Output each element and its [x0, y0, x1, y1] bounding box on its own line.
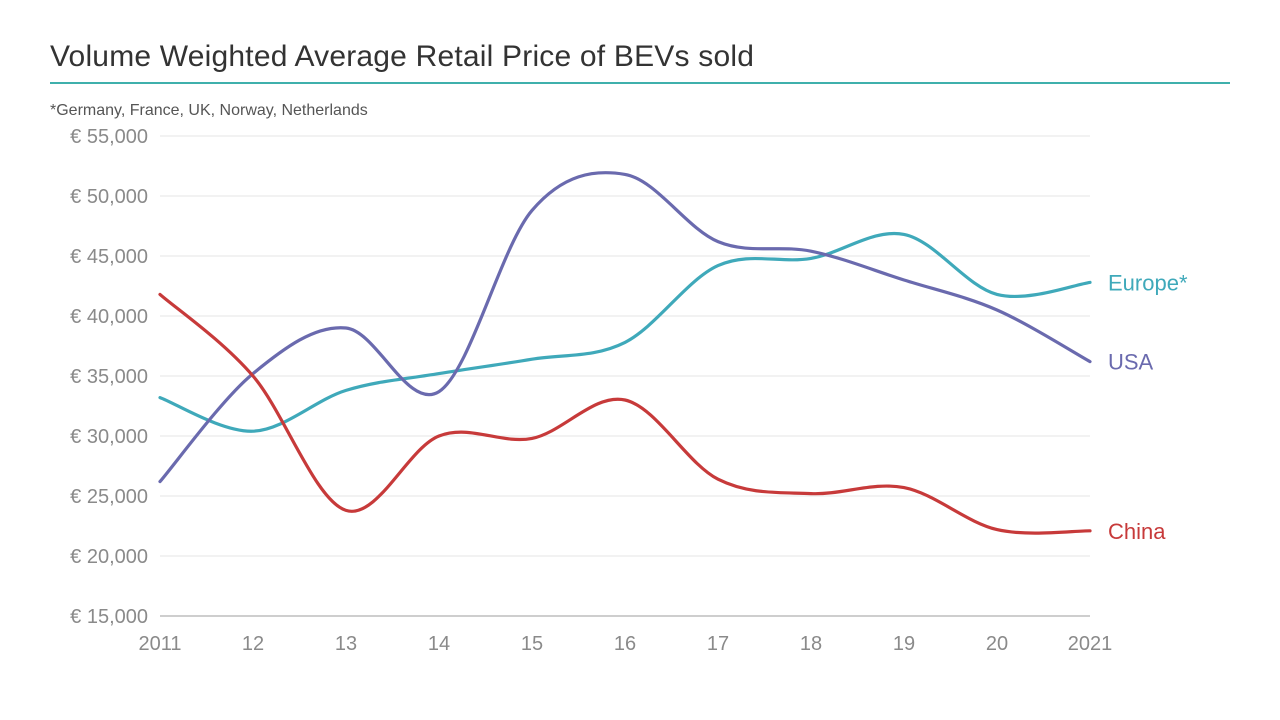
x-tick-label: 16 — [614, 633, 636, 655]
chart-container: Volume Weighted Average Retail Price of … — [0, 0, 1280, 720]
chart-plot-area: € 15,000 € 20,000 € 25,000 € 30,000 € 35,000… — [50, 126, 1230, 686]
series-label-china: China — [1108, 519, 1166, 544]
series-label-europe: Europe* — [1108, 270, 1188, 295]
x-tick-label: 14 — [428, 633, 450, 655]
x-ticks: 2011 12 13 14 15 16 17 18 19 20 2021 — [138, 633, 1112, 655]
series-group — [160, 173, 1090, 533]
y-tick-label: € 20,000 — [70, 546, 148, 568]
x-tick-label: 17 — [707, 633, 729, 655]
chart-title: Volume Weighted Average Retail Price of … — [50, 40, 1230, 74]
x-tick-label: 2011 — [138, 633, 181, 655]
y-tick-label: € 55,000 — [70, 126, 148, 148]
chart-svg: € 15,000 € 20,000 € 25,000 € 30,000 € 35,000… — [50, 126, 1230, 666]
x-tick-label: 19 — [893, 633, 915, 655]
title-underline — [50, 82, 1230, 84]
y-tick-label: € 50,000 — [70, 186, 148, 208]
y-tick-label: € 45,000 — [70, 246, 148, 268]
x-tick-label: 15 — [521, 633, 543, 655]
y-tick-label: € 25,000 — [70, 486, 148, 508]
x-tick-label: 12 — [242, 633, 264, 655]
y-tick-label: € 15,000 — [70, 606, 148, 628]
x-tick-label: 13 — [335, 633, 357, 655]
chart-footnote: *Germany, France, UK, Norway, Netherland… — [50, 102, 1230, 120]
y-tick-label: € 30,000 — [70, 426, 148, 448]
x-tick-label: 20 — [986, 633, 1008, 655]
series-label-usa: USA — [1108, 350, 1154, 375]
y-grid: € 15,000 € 20,000 € 25,000 € 30,000 € 35,000… — [70, 126, 1090, 628]
y-tick-label: € 40,000 — [70, 306, 148, 328]
series-line-usa — [160, 173, 1090, 482]
x-tick-label: 2021 — [1068, 633, 1113, 655]
y-tick-label: € 35,000 — [70, 366, 148, 388]
x-tick-label: 18 — [800, 633, 822, 655]
